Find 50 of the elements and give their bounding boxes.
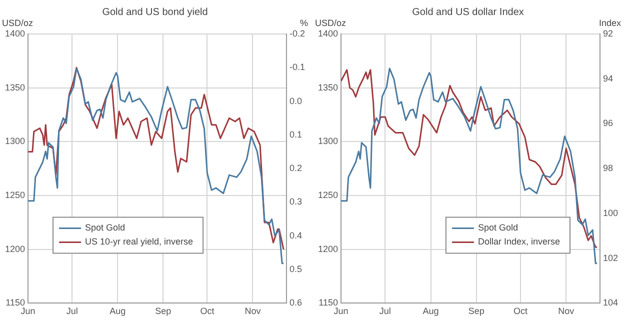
- y-tick-label: 1400: [318, 28, 338, 38]
- legend-label: Spot Gold: [85, 222, 126, 233]
- y2-tick-label: 104: [602, 298, 618, 308]
- y-tick-label: 1400: [4, 28, 26, 38]
- y-tick-label: 1300: [318, 136, 338, 146]
- x-tick-label: Sep: [155, 306, 172, 316]
- y2-tick-label: 92: [602, 28, 613, 38]
- y2-tick-label: 0.2: [289, 163, 302, 174]
- y2-tick-label: -0.2: [289, 28, 306, 38]
- chart-title: Gold and US bond yield: [102, 6, 208, 18]
- y-tick-label: 1250: [318, 190, 338, 200]
- x-tick-label: Jun: [334, 306, 348, 316]
- y2-tick-label: 0.3: [289, 196, 302, 207]
- y-tick-label: 1350: [4, 82, 26, 92]
- y2-tick-label: 102: [602, 252, 618, 263]
- y-axis-title: USD/oz: [2, 18, 34, 28]
- legend-label: US 10-yr real yield, inverse: [85, 236, 194, 247]
- legend-label: Spot Gold: [478, 222, 518, 233]
- x-tick-label: Nov: [244, 306, 262, 316]
- y2-tick-label: 0.6: [289, 298, 302, 308]
- y2-tick-label: 96: [602, 118, 613, 128]
- y2-tick-label: 94: [602, 73, 613, 84]
- y2-tick-label: 0.4: [289, 230, 302, 240]
- x-tick-label: Jun: [20, 306, 36, 316]
- y-tick-label: 1300: [4, 136, 26, 146]
- y-tick-label: 1150: [6, 298, 26, 308]
- y-axis-title: USD/oz: [315, 18, 347, 28]
- y-tick-label: 1250: [4, 190, 26, 200]
- x-tick-label: Sep: [468, 306, 484, 316]
- legend-label: Dollar Index, inverse: [478, 236, 560, 247]
- y-tick-label: 1200: [318, 244, 338, 254]
- y-tick-label: 1350: [318, 82, 338, 92]
- y2-tick-label: 0.5: [289, 264, 302, 274]
- chart-title: Gold and US dollar Index: [412, 6, 524, 18]
- x-tick-label: Jul: [379, 306, 391, 316]
- x-tick-label: Jul: [66, 306, 78, 316]
- y2-tick-label: 100: [602, 208, 618, 218]
- y2-tick-label: -0.1: [289, 62, 306, 72]
- y2-tick-label: 0.0: [289, 96, 302, 106]
- y2-tick-label: 98: [602, 163, 613, 174]
- x-tick-label: Aug: [422, 306, 439, 316]
- y2-tick-label: 0.1: [289, 129, 302, 140]
- x-tick-label: Nov: [558, 306, 575, 316]
- y2-axis-title: Index: [598, 18, 622, 28]
- y2-axis-title: %: [300, 18, 308, 28]
- x-tick-label: Aug: [110, 306, 126, 316]
- x-tick-label: Oct: [514, 306, 528, 316]
- x-tick-label: Oct: [200, 306, 215, 316]
- y-tick-label: 1150: [318, 298, 338, 308]
- y-tick-label: 1200: [4, 244, 26, 254]
